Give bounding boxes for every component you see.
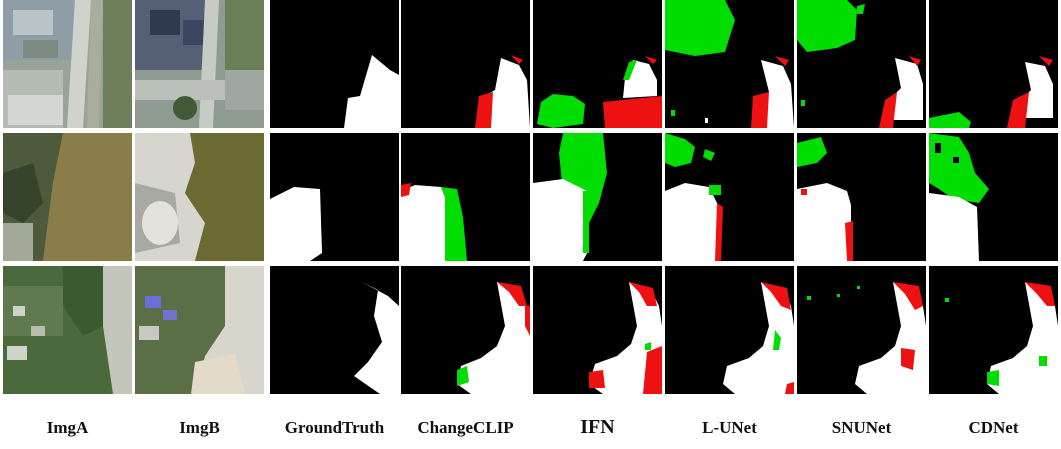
- row2-imgb-aerial-image: [135, 133, 264, 261]
- row3-lunet-map: [665, 266, 794, 394]
- label-groundtruth: GroundTruth: [284, 418, 385, 437]
- row3-snunet-map: [797, 266, 926, 394]
- row3-cdnet-map: [929, 266, 1058, 394]
- row1-changeclip-map: [401, 0, 530, 128]
- row1-ifn-map: [533, 0, 662, 128]
- row3-imgb-aerial-image: [135, 266, 264, 394]
- row2-ifn-map: [533, 133, 662, 261]
- label-cdnet: CDNet: [968, 418, 1019, 437]
- row2-snunet-map: [797, 133, 926, 261]
- row2-groundtruth-mask: [270, 133, 399, 261]
- row3-ifn-map: [533, 266, 662, 394]
- label-lunet: L-UNet: [702, 418, 757, 437]
- label-changeclip: ChangeCLIP: [417, 418, 514, 437]
- row1-cdnet-map: [929, 0, 1058, 128]
- comparison-grid: [3, 0, 1058, 394]
- label-snunet: SNUNet: [831, 418, 892, 437]
- label-imga: ImgA: [46, 418, 89, 437]
- row1-groundtruth-mask: [270, 0, 399, 128]
- row2-lunet-map: [665, 133, 794, 261]
- row1-lunet-map: [665, 0, 794, 128]
- row1-imga-aerial-image: [3, 0, 132, 128]
- row1-snunet-map: [797, 0, 926, 128]
- row2-imga-aerial-image: [3, 133, 132, 261]
- column-labels: ImgA ImgB GroundTruth ChangeCLIP IFN L-U…: [0, 416, 1061, 448]
- label-imgb: ImgB: [179, 418, 220, 437]
- row3-imga-aerial-image: [3, 266, 132, 394]
- label-ifn: IFN: [580, 416, 615, 438]
- row3-changeclip-map: [401, 266, 530, 394]
- row2-cdnet-map: [929, 133, 1058, 261]
- row3-groundtruth-mask: [270, 266, 399, 394]
- row1-imgb-aerial-image: [135, 0, 264, 128]
- row2-changeclip-map: [401, 133, 530, 261]
